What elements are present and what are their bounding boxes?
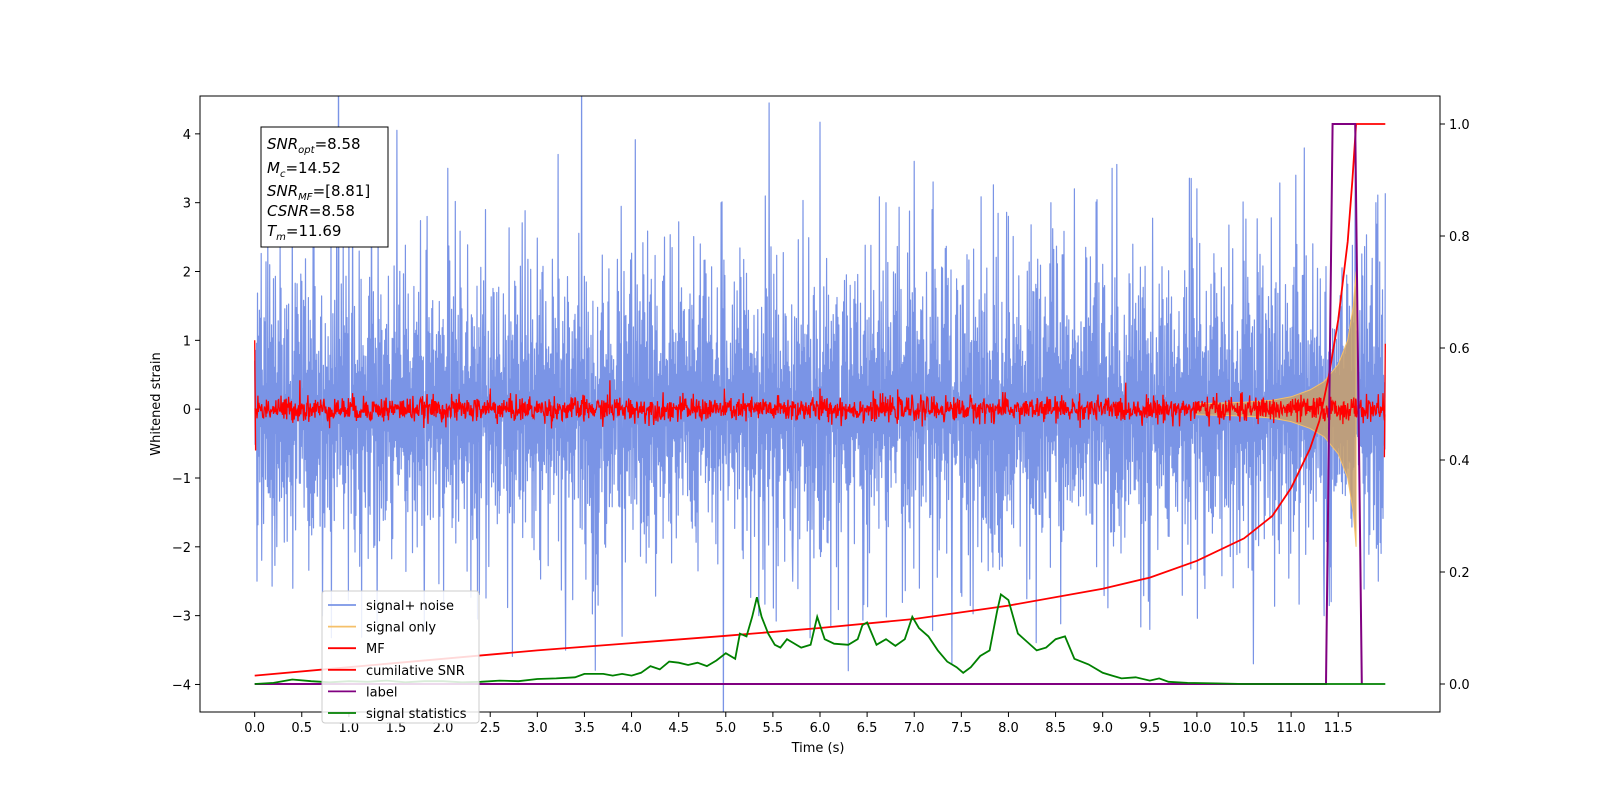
y-left-tick-label: −2 bbox=[172, 541, 191, 556]
x-tick-label: 11.5 bbox=[1324, 721, 1353, 736]
x-tick-label: 0.5 bbox=[291, 721, 312, 736]
x-tick-label: 2.5 bbox=[480, 721, 501, 736]
y-left-tick-label: −4 bbox=[172, 678, 191, 693]
legend-mf-text: MF bbox=[366, 642, 385, 657]
x-tick-label: 9.0 bbox=[1092, 721, 1113, 736]
legend-signal-only-text: signal only bbox=[366, 621, 436, 636]
y-left-tick-label: −1 bbox=[172, 472, 191, 487]
x-tick-label: 3.5 bbox=[574, 721, 595, 736]
y-axis-left: 4 3 2 1 0 −1 −2 −3 −4 bbox=[172, 128, 200, 693]
x-tick-label: 11.0 bbox=[1277, 721, 1306, 736]
x-tick-label: 8.0 bbox=[998, 721, 1019, 736]
y-axis-right: 1.0 0.8 0.6 0.4 0.2 0.0 bbox=[1440, 118, 1470, 693]
x-tick-label: 8.5 bbox=[1045, 721, 1066, 736]
series-label bbox=[254, 123, 1363, 685]
y-left-tick-label: −3 bbox=[172, 610, 191, 625]
legend-signal-noise-text: signal+ noise bbox=[366, 599, 454, 614]
x-tick-label: 10.5 bbox=[1230, 721, 1259, 736]
y-left-tick-label: 3 bbox=[183, 197, 191, 212]
series-signal-statistics bbox=[254, 592, 1386, 685]
cumulative-snr-line bbox=[254, 123, 1386, 677]
x-tick-label: 7.5 bbox=[951, 721, 972, 736]
x-tick-label: 9.5 bbox=[1139, 721, 1160, 736]
signal-noise-line bbox=[254, 96, 1386, 712]
x-tick-label: 4.0 bbox=[621, 721, 642, 736]
x-axis-label: Time (s) bbox=[791, 741, 845, 756]
y-left-tick-label: 2 bbox=[183, 266, 191, 281]
y-left-tick-label: 1 bbox=[183, 334, 191, 349]
x-tick-label: 2.0 bbox=[433, 721, 454, 736]
x-tick-label: 6.0 bbox=[810, 721, 831, 736]
y-right-tick-label: 0.8 bbox=[1449, 230, 1470, 245]
x-tick-label: 5.5 bbox=[763, 721, 784, 736]
legend-frame bbox=[321, 590, 480, 724]
x-tick-label: 1.0 bbox=[339, 721, 360, 736]
annotation-csnr: CSNR=8.58 bbox=[267, 202, 355, 220]
x-tick-label: 7.0 bbox=[904, 721, 925, 736]
x-tick-label: 3.0 bbox=[527, 721, 548, 736]
annotation-tm: Tm=11.69 bbox=[267, 222, 341, 243]
y-right-tick-label: 0.6 bbox=[1449, 342, 1470, 357]
x-tick-label: 5.0 bbox=[715, 721, 736, 736]
x-tick-label: 10.0 bbox=[1182, 721, 1211, 736]
legend-signal-statistics-text: signal statistics bbox=[366, 707, 467, 722]
y-right-tick-label: 0.4 bbox=[1449, 454, 1470, 469]
annotation-snr-opt: SNRopt=8.58 bbox=[267, 135, 361, 156]
signal-statistics-line bbox=[254, 592, 1386, 685]
x-tick-label: 1.5 bbox=[386, 721, 407, 736]
legend: signal+ noise signal only MF cumilative SNR… bbox=[321, 590, 480, 724]
y-left-tick-label: 0 bbox=[183, 403, 191, 418]
x-tick-label: 0.0 bbox=[244, 721, 265, 736]
y-right-tick-label: 0.2 bbox=[1449, 566, 1470, 581]
y-left-tick-label: 4 bbox=[183, 128, 191, 143]
legend-cumulative-snr-text: cumilative SNR bbox=[366, 664, 465, 679]
series-mf bbox=[254, 340, 1386, 458]
mf-line bbox=[254, 340, 1386, 458]
annotation-mc: Mc=14.52 bbox=[267, 159, 341, 180]
legend-label-text: label bbox=[366, 685, 397, 700]
x-tick-label: 4.5 bbox=[668, 721, 689, 736]
y-right-tick-label: 1.0 bbox=[1449, 118, 1470, 133]
label-line bbox=[254, 123, 1363, 685]
x-tick-label: 6.5 bbox=[857, 721, 878, 736]
plot-area bbox=[254, 96, 1386, 712]
series-cumulative-snr bbox=[254, 123, 1386, 677]
annotation-box: SNRopt=8.58 Mc=14.52 SNRMF=[8.81] CSNR=8… bbox=[260, 126, 389, 248]
annotation-snr-mf: SNRMF=[8.81] bbox=[267, 182, 370, 203]
annotation-frame bbox=[260, 126, 389, 248]
y-axis-left-label: Whitened strain bbox=[149, 352, 164, 455]
y-right-tick-label: 0.0 bbox=[1449, 678, 1470, 693]
x-axis: 0.0 0.5 1.0 1.5 2.0 2.5 3.0 3.5 4.0 4.5 5.0 5.5 6.0 6… bbox=[244, 712, 1353, 736]
series-signal-noise bbox=[254, 96, 1386, 712]
